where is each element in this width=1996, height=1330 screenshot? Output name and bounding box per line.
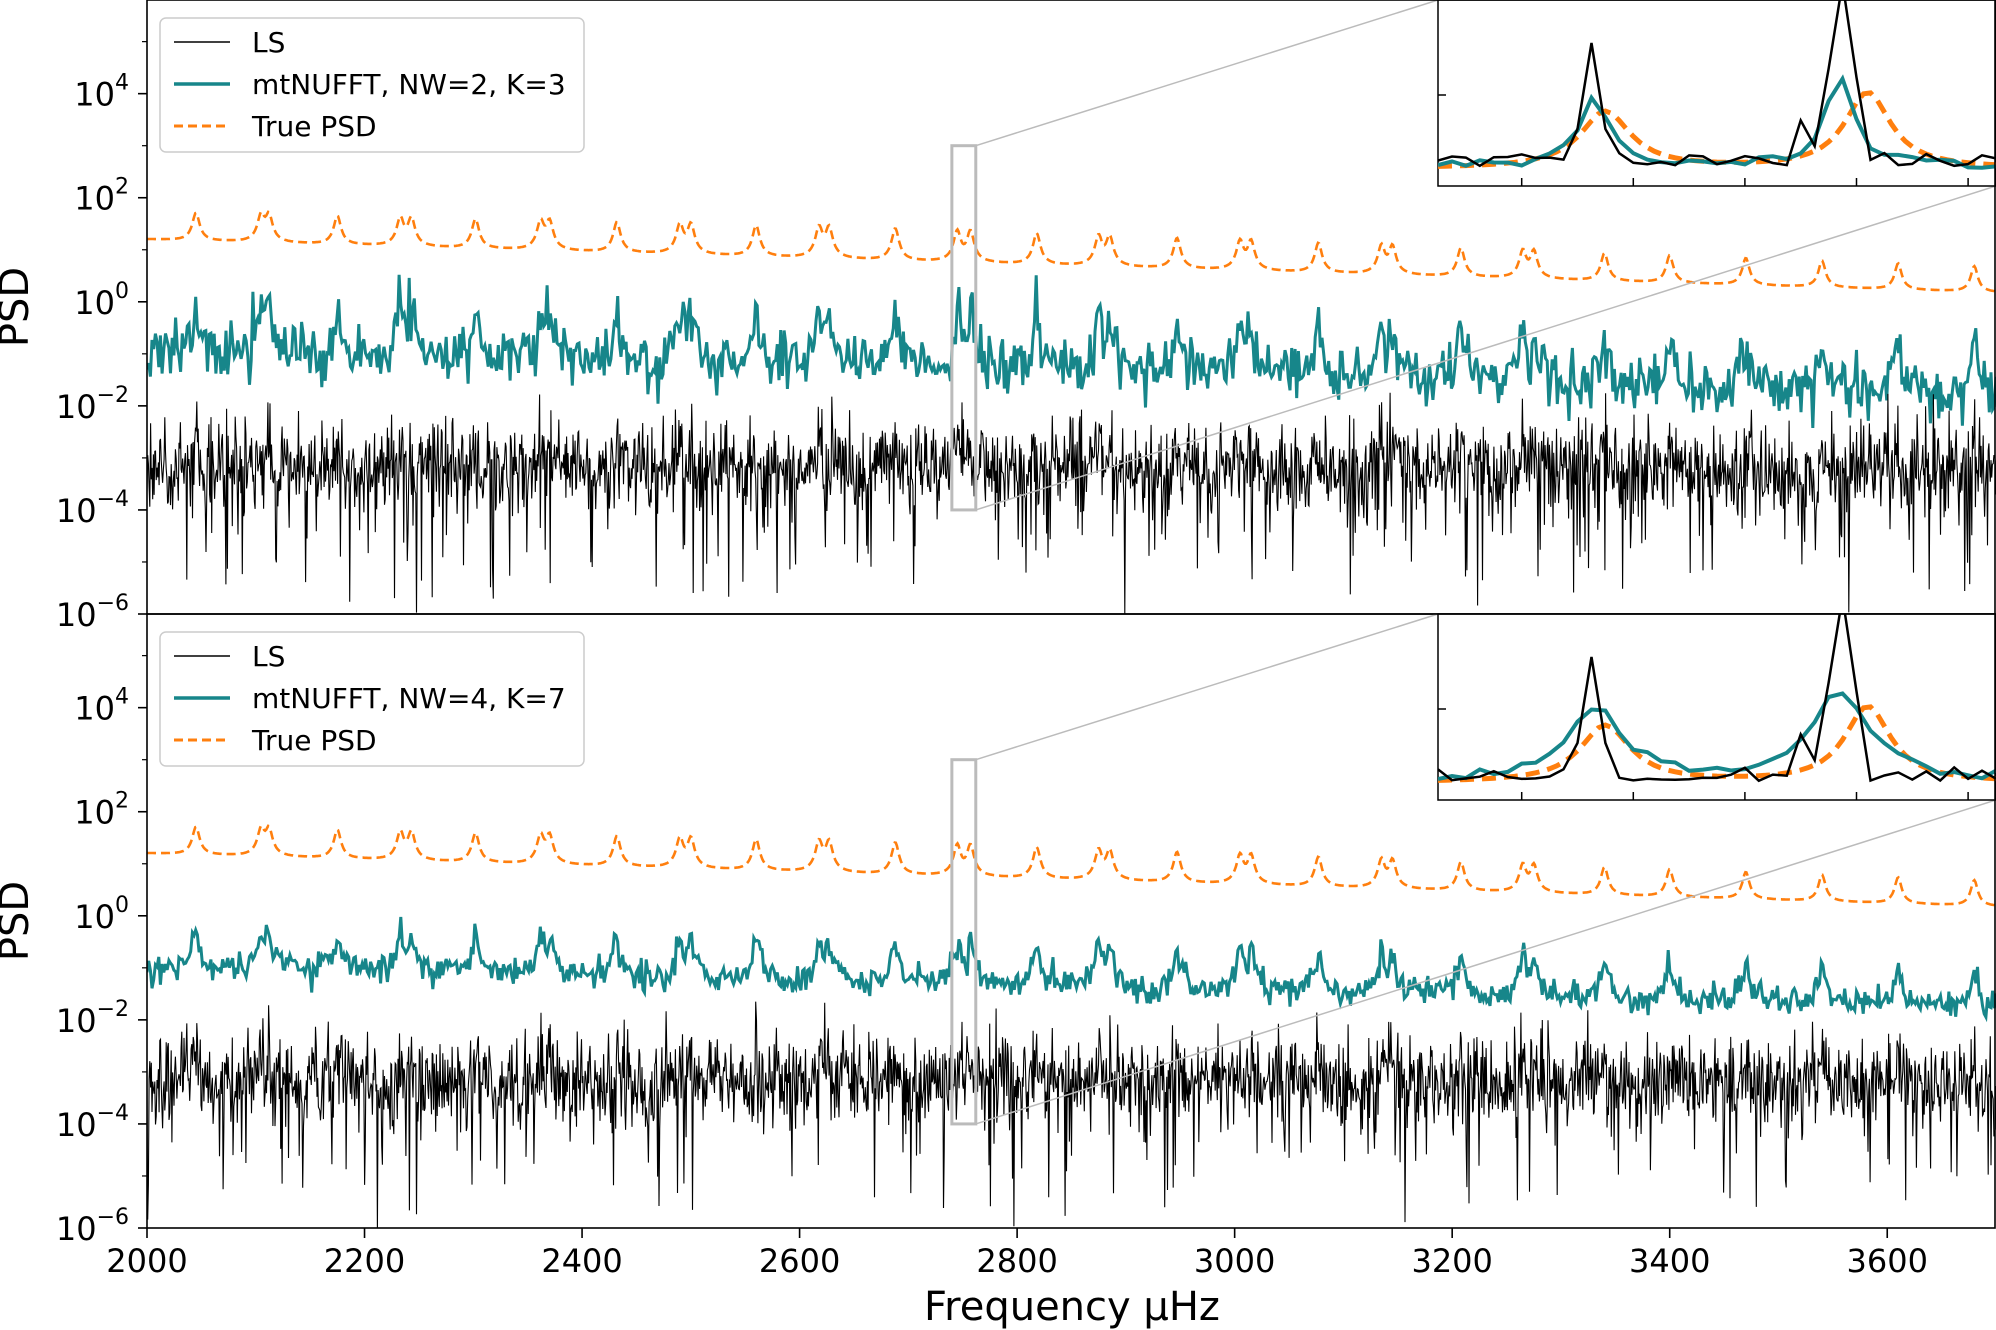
legend-label: True PSD bbox=[251, 724, 377, 757]
zoom-connector bbox=[975, 613, 1439, 761]
zoom-connector bbox=[975, 799, 1996, 1125]
legend-box bbox=[159, 631, 585, 767]
x-tick-label: 2400 bbox=[541, 1242, 622, 1280]
axes-frame bbox=[146, 613, 1996, 1229]
legend-label: LS bbox=[252, 26, 285, 59]
y-tick-label: 10−4 bbox=[56, 487, 129, 530]
legend-label: mtNUFFT, NW=2, K=3 bbox=[252, 68, 566, 101]
inset-plot bbox=[1438, 0, 1996, 170]
x-tick-label: 3200 bbox=[1411, 1242, 1492, 1280]
legend-label: LS bbox=[252, 640, 285, 673]
y-tick-label: 102 bbox=[74, 175, 129, 218]
inset-mtnufft bbox=[1438, 691, 1996, 782]
series-ls bbox=[147, 392, 1996, 614]
x-axis-label: Frequency μHz bbox=[924, 1284, 1220, 1330]
x-tick-label: 2600 bbox=[759, 1242, 840, 1280]
y-tick-label: 104 bbox=[74, 71, 129, 114]
series-mtnufft bbox=[147, 274, 1996, 429]
y-tick-label: 100 bbox=[74, 893, 129, 936]
zoom-connector bbox=[975, 185, 1996, 511]
series-mtnufft bbox=[147, 916, 1996, 1023]
zoom-box bbox=[950, 144, 978, 512]
zoom-box bbox=[950, 758, 978, 1126]
y-tick-label: 102 bbox=[74, 789, 129, 832]
series-ls bbox=[147, 1001, 1996, 1228]
plot-area bbox=[147, 210, 1996, 614]
inset-plot bbox=[1438, 614, 1996, 783]
series-true-psd bbox=[147, 824, 1996, 907]
x-tick-label: 3000 bbox=[1194, 1242, 1275, 1280]
plot-area bbox=[147, 824, 1996, 1228]
y-tick-label: 10−2 bbox=[56, 997, 129, 1040]
series-true-psd bbox=[147, 210, 1996, 293]
y-axis-label: PSD bbox=[0, 881, 38, 961]
y-tick-label: 10−6 bbox=[56, 1205, 129, 1248]
x-tick-label: 3400 bbox=[1629, 1242, 1710, 1280]
y-tick-label: 10−2 bbox=[56, 383, 129, 426]
y-tick-label: 10−6 bbox=[56, 591, 129, 634]
y-tick-label: 104 bbox=[74, 685, 129, 728]
y-tick-label: 100 bbox=[74, 279, 129, 322]
legend-label: True PSD bbox=[251, 110, 377, 143]
y-axis-label: PSD bbox=[0, 267, 38, 347]
legend-box bbox=[159, 17, 585, 153]
inset-true-psd bbox=[1438, 704, 1996, 783]
y-tick-label: 10−4 bbox=[56, 1101, 129, 1144]
inset-ls bbox=[1438, 0, 1996, 168]
inset-frame bbox=[1437, 613, 1996, 801]
legend-label: mtNUFFT, NW=4, K=7 bbox=[252, 682, 566, 715]
x-tick-label: 2800 bbox=[976, 1242, 1057, 1280]
zoom-connector bbox=[975, 0, 1439, 147]
inset-ls bbox=[1438, 614, 1996, 783]
x-tick-label: 3600 bbox=[1847, 1242, 1928, 1280]
x-tick-label: 2000 bbox=[106, 1242, 187, 1280]
bottom-panel: 104 102 100 10−2 10−4 10−6 PSD LS mtNUFFT, NW=4,… bbox=[0, 613, 1996, 1248]
x-tick-label: 2200 bbox=[324, 1242, 405, 1280]
x-axis: 2000 2200 2400 2600 2800 3000 3200 3400 3600 bbox=[106, 1228, 1928, 1280]
top-panel: 104 102 100 10−2 10−4 10−6 PSD LS mtNUFFT, NW=2,… bbox=[0, 0, 1996, 634]
